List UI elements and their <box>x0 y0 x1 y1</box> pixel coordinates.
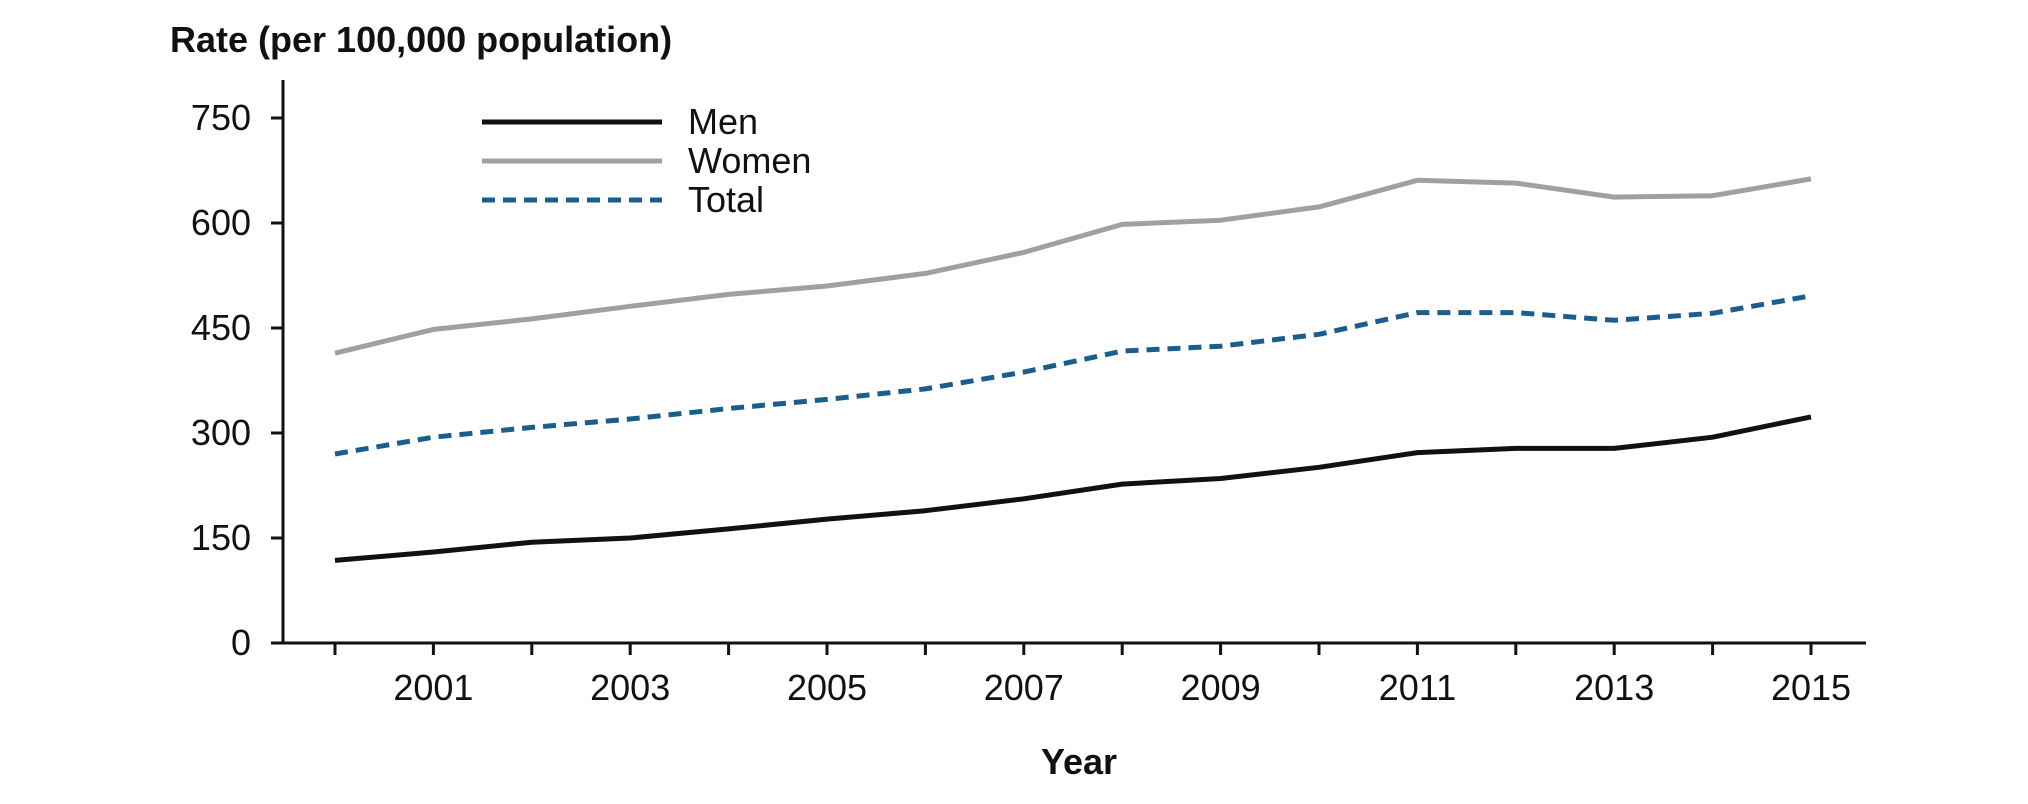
x-tick-label: 2007 <box>984 667 1064 708</box>
x-tick-label: 2013 <box>1574 667 1654 708</box>
x-tick-label: 2003 <box>590 667 670 708</box>
y-tick-label: 0 <box>231 622 251 663</box>
x-tick-label: 2005 <box>787 667 867 708</box>
x-tick-label: 2011 <box>1379 667 1456 708</box>
legend-label-women: Women <box>688 140 811 181</box>
y-tick-label: 750 <box>191 97 251 138</box>
y-axis-title: Rate (per 100,000 population) <box>170 19 672 60</box>
y-tick-label: 150 <box>191 517 251 558</box>
series-line-total <box>334 293 1812 457</box>
x-axis-ticks: 2001 2003 2005 2007 2009 2011 2013 2015 <box>333 643 1851 708</box>
y-tick-label: 300 <box>191 412 251 453</box>
legend-label-total: Total <box>688 179 764 220</box>
y-tick-label: 600 <box>191 202 251 243</box>
series-line-men <box>334 414 1812 563</box>
y-axis-ticks: 0 150 300 450 600 750 <box>191 97 283 663</box>
x-axis-title: Year <box>1041 741 1117 782</box>
x-tick-label: 2015 <box>1771 667 1851 708</box>
x-tick-label: 2009 <box>1181 667 1261 708</box>
legend-label-men: Men <box>688 101 758 142</box>
series-lines <box>334 176 1812 563</box>
series-line-women <box>334 176 1812 356</box>
x-tick-label: 2001 <box>393 667 473 708</box>
y-tick-label: 450 <box>191 307 251 348</box>
